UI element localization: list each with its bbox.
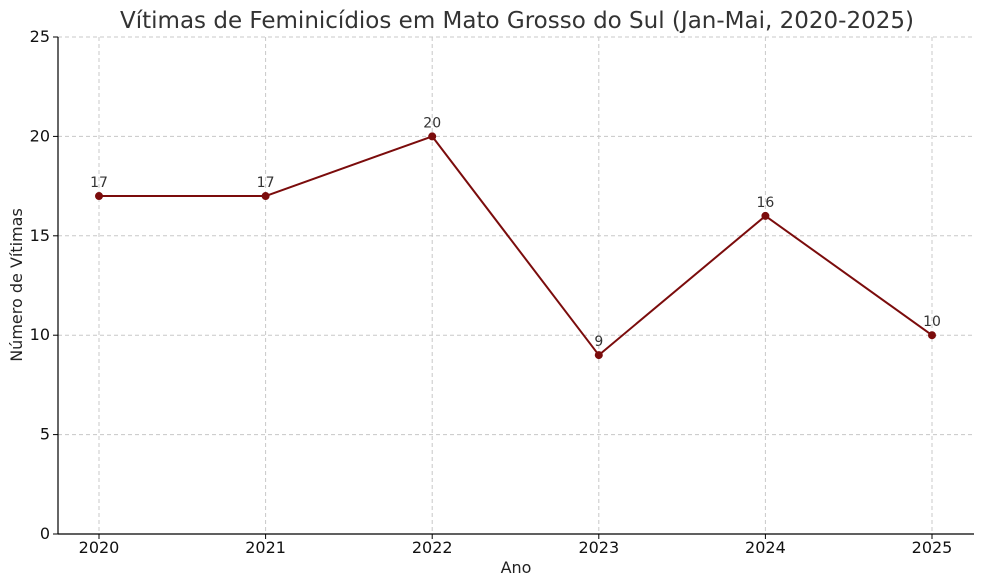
data-label: 17	[90, 175, 108, 191]
x-tick-label: 2021	[245, 538, 286, 557]
data-label: 17	[257, 175, 275, 191]
data-label: 16	[756, 195, 774, 211]
y-axis-label: Número de Vítimas	[7, 208, 26, 362]
x-tick-label: 2024	[745, 538, 786, 557]
data-point	[594, 351, 603, 360]
data-point	[261, 192, 270, 201]
y-tick-label: 15	[30, 226, 50, 245]
x-axis-label: Ano	[501, 558, 532, 577]
data-point	[95, 192, 103, 201]
x-tick-label: 2020	[79, 538, 120, 557]
x-tick-label: 2023	[578, 538, 619, 557]
chart-title: Vítimas de Feminicídios em Mato Grosso d…	[120, 8, 914, 34]
y-tick-label: 0	[40, 524, 50, 543]
y-tick-label: 25	[30, 27, 50, 46]
data-labels: 17 17 20 9 16 10	[90, 115, 941, 350]
data-point	[428, 132, 437, 141]
data-label: 9	[594, 334, 603, 350]
data-label: 20	[423, 115, 441, 131]
data-point	[928, 331, 936, 340]
y-tick-label: 20	[30, 126, 50, 145]
series	[95, 132, 936, 360]
data-label: 10	[923, 314, 941, 330]
data-point	[761, 211, 770, 220]
y-tick-label: 10	[30, 325, 50, 344]
y-tick-label: 5	[40, 425, 50, 444]
x-tick-label: 2025	[912, 538, 953, 557]
x-tick-label: 2022	[412, 538, 453, 557]
grid-lines	[58, 36, 974, 535]
series-line	[99, 135, 933, 357]
